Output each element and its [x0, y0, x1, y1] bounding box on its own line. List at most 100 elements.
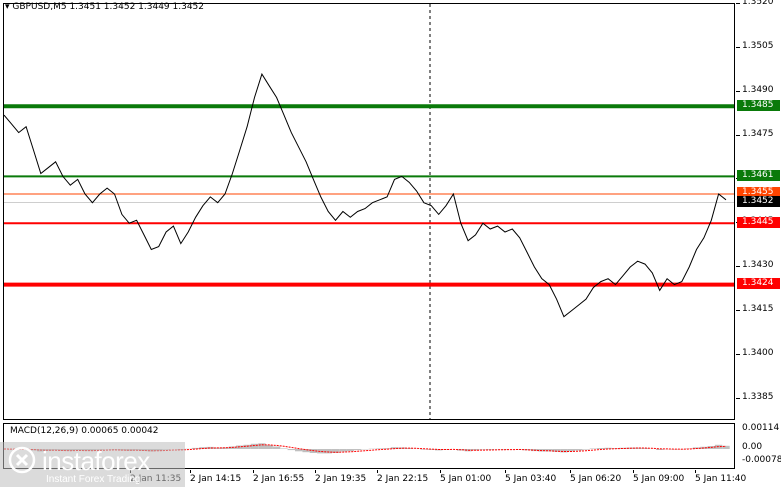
macd-axis-label: 0.00: [742, 442, 763, 452]
macd-histogram-bar: [353, 449, 362, 451]
macd-histogram-bar: [604, 447, 612, 449]
macd-histogram-bar: [243, 444, 251, 449]
macd-histogram-bar: [545, 449, 553, 452]
price-series-line: [4, 72, 727, 318]
watermark-name: instaforex: [42, 446, 150, 476]
macd-histogram-bar: [442, 449, 450, 450]
macd-histogram-bar: [575, 449, 583, 451]
macd-histogram-bar: [272, 446, 281, 449]
macd-histogram-bar: [523, 449, 531, 451]
time-axis-label: 2 Jan 16:55: [253, 474, 305, 484]
macd-histogram-bar: [685, 448, 693, 449]
time-axis-label: 5 Jan 01:00: [440, 474, 492, 484]
price-axis-label: 1.3415: [742, 303, 774, 314]
macd-histogram-bar: [376, 448, 384, 449]
price-tag-1.3485: 1.3485: [737, 99, 780, 111]
macd-axis: 0.00114 0.00 -0.00078: [736, 423, 781, 469]
macd-histogram-bar: [479, 449, 487, 450]
macd-histogram-bar: [191, 447, 200, 449]
macd-histogram-bar: [700, 446, 708, 449]
price-axis-label: 1.3490: [742, 84, 774, 95]
instaforex-logo-icon: [8, 446, 36, 474]
price-axis-tick: [736, 353, 740, 355]
time-axis-label: 5 Jan 03:40: [505, 474, 557, 484]
time-axis-label: 2 Jan 14:15: [190, 474, 242, 484]
time-axis-tick: [570, 470, 571, 473]
macd-histogram-bar: [486, 449, 494, 450]
macd-histogram-bar: [560, 449, 568, 453]
price-tag-1.3424: 1.3424: [737, 278, 780, 290]
time-axis-label: 5 Jan 09:00: [633, 474, 685, 484]
macd-histogram-bar: [656, 449, 664, 450]
macd-histogram-bar: [589, 448, 598, 449]
macd-histogram-bar: [339, 449, 347, 452]
time-axis-tick: [190, 470, 191, 473]
macd-histogram-bar: [317, 449, 325, 454]
price-chart-pane[interactable]: [3, 3, 735, 420]
macd-histogram-bar: [324, 449, 332, 454]
time-axis-label: 5 Jan 11:40: [695, 474, 747, 484]
price-tag-1.3461: 1.3461: [737, 169, 780, 181]
price-axis-label: 1.3430: [742, 260, 774, 271]
macd-histogram-bar: [346, 449, 354, 452]
macd-histogram-bar: [641, 448, 649, 449]
price-tag-1.3452: 1.3452: [737, 196, 780, 208]
macd-histogram-bar: [265, 445, 273, 449]
macd-histogram-bar: [221, 447, 229, 449]
price-axis-tick: [736, 266, 740, 268]
macd-axis-label: 0.00114: [742, 423, 780, 433]
time-axis-tick: [695, 470, 696, 473]
price-axis-tick: [736, 309, 740, 311]
price-axis-label: 1.3505: [742, 40, 774, 51]
macd-histogram-bar: [619, 447, 627, 449]
macd-histogram-bar: [471, 449, 480, 451]
macd-histogram-bar: [670, 449, 679, 450]
macd-histogram-bar: [552, 449, 561, 452]
macd-histogram-bar: [582, 449, 590, 450]
price-axis-label: 1.3475: [742, 128, 774, 139]
macd-histogram-bar: [398, 447, 406, 449]
macd-histogram-bar: [597, 448, 605, 449]
watermark-tagline: Instant Forex Trading: [46, 474, 141, 485]
price-axis-label: 1.3385: [742, 391, 774, 402]
macd-axis-label: -0.00078: [742, 455, 781, 465]
price-axis-label: 1.3520: [742, 0, 774, 7]
price-tag-1.3455: 1.3455: [737, 187, 780, 199]
time-axis-tick: [315, 470, 316, 473]
macd-histogram-bar: [258, 443, 266, 449]
price-axis-tick: [736, 397, 740, 399]
macd-histogram-bar: [331, 449, 340, 453]
time-axis-tick: [633, 470, 634, 473]
time-axis-label: 2 Jan 22:15: [377, 474, 429, 484]
watermark: instaforex Instant Forex Trading: [0, 442, 185, 487]
ohlc-values: 1.3451 1.3452 1.3449 1.3452: [69, 2, 205, 12]
macd-histogram-bar: [383, 448, 391, 449]
macd-histogram-bar: [722, 445, 730, 449]
price-axis[interactable]: 1.35201.35051.34901.34751.34601.34451.34…: [736, 0, 781, 420]
macd-histogram-bar: [287, 449, 295, 451]
macd-histogram-bar: [427, 449, 435, 450]
price-tag-1.3445: 1.3445: [737, 216, 780, 228]
macd-histogram-bar: [295, 449, 303, 452]
time-axis-label: 2 Jan 19:35: [315, 474, 367, 484]
time-axis-tick: [377, 470, 378, 473]
chart-header: ▾ GBPUSD,M5 1.3451 1.3452 1.3449 1.3452: [5, 2, 204, 12]
time-axis-tick: [440, 470, 441, 473]
macd-histogram-bar: [250, 443, 259, 449]
macd-histogram-bar: [302, 449, 310, 453]
price-axis-label: 1.3400: [742, 347, 774, 358]
symbol-timeframe: GBPUSD,M5: [12, 2, 67, 12]
price-chart-svg: [4, 4, 734, 419]
macd-histogram-bar: [567, 449, 575, 452]
price-axis-tick: [736, 90, 740, 92]
macd-histogram-bar: [420, 449, 428, 450]
time-axis-tick: [505, 470, 506, 473]
macd-histogram-bar: [280, 448, 288, 449]
macd-label: MACD(12,26,9) 0.00065 0.00042: [10, 426, 159, 436]
price-axis-tick: [736, 3, 740, 4]
macd-histogram-bar: [206, 446, 214, 449]
price-axis-tick: [736, 134, 740, 136]
price-axis-tick: [736, 46, 740, 48]
header-triangle-icon: ▾: [5, 2, 10, 12]
time-axis-label: 5 Jan 06:20: [570, 474, 622, 484]
